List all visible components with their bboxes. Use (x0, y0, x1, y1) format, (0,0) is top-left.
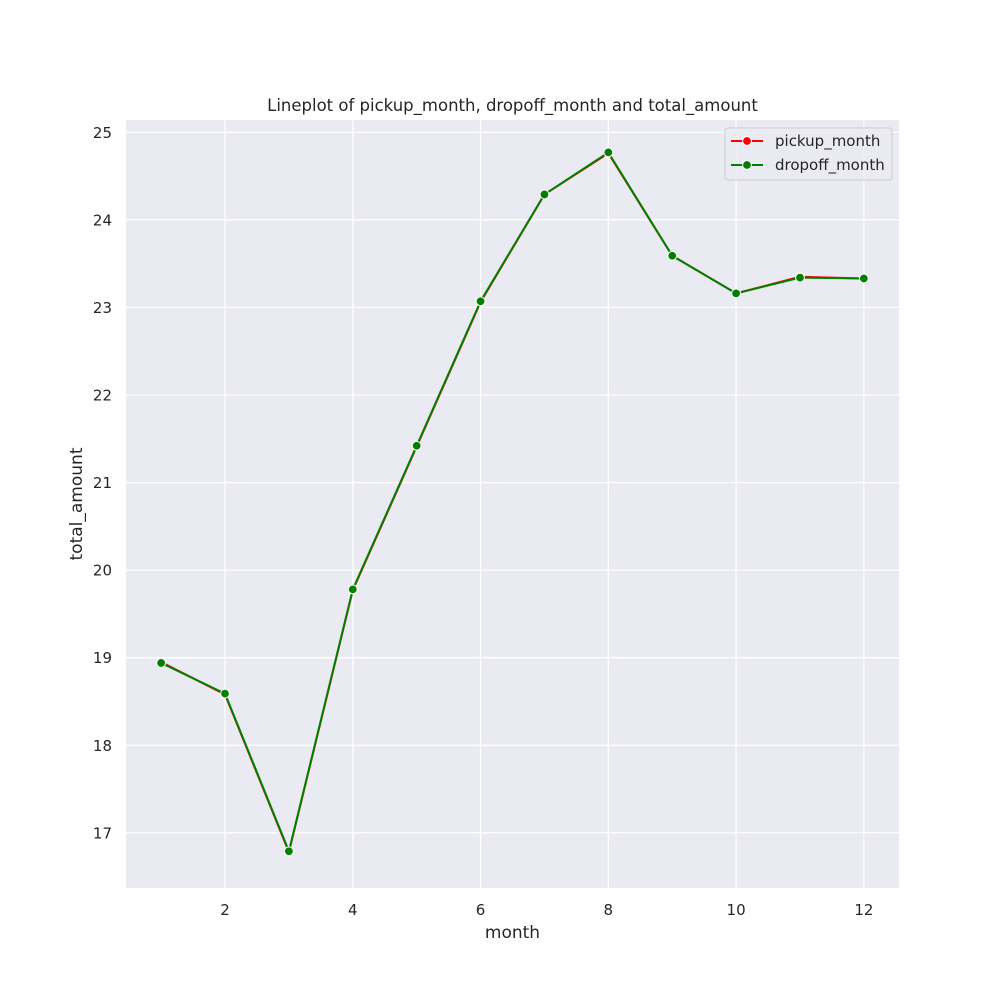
x-axis-label: month (485, 923, 540, 943)
y-tick-label: 21 (93, 474, 112, 492)
grid-lines (126, 120, 899, 888)
x-tick-labels: 2 4 6 8 10 12 (220, 901, 873, 919)
y-axis-label: total_amount (67, 447, 87, 560)
series-dropoff_month (156, 147, 869, 857)
y-tick-label: 18 (93, 737, 112, 755)
y-tick-label: 20 (93, 562, 112, 580)
data-point (284, 846, 294, 857)
y-tick-label: 19 (93, 649, 112, 667)
legend-marker (742, 136, 752, 146)
y-tick-labels: 17 18 19 20 21 22 23 24 25 (93, 124, 112, 843)
data-point (667, 250, 678, 261)
data-point (539, 189, 550, 200)
legend-entry: dropoff_month (731, 156, 885, 175)
x-tick-label: 10 (727, 901, 746, 919)
y-tick-label: 24 (93, 211, 112, 229)
legend: pickup_month dropoff_month (724, 127, 893, 181)
legend-box (724, 127, 893, 181)
x-tick-label: 2 (220, 901, 230, 919)
series-layer (156, 147, 869, 857)
data-point (795, 272, 805, 283)
data-point (603, 147, 614, 158)
legend-entry: pickup_month (731, 132, 880, 151)
data-point (347, 584, 358, 595)
data-point (731, 288, 741, 299)
legend-label: dropoff_month (775, 156, 885, 175)
data-point (220, 688, 230, 699)
data-point (411, 440, 422, 451)
x-tick-label: 4 (348, 901, 358, 919)
chart-title: Lineplot of pickup_month, dropoff_month … (267, 96, 758, 116)
x-tick-label: 6 (476, 901, 486, 919)
data-point (156, 658, 167, 668)
series-line (160, 151, 864, 853)
y-tick-label: 17 (93, 824, 112, 842)
y-tick-label: 22 (93, 386, 112, 404)
y-tick-label: 25 (93, 124, 112, 142)
data-point (475, 296, 486, 307)
legend-label: pickup_month (775, 132, 880, 151)
y-tick-label: 23 (93, 299, 112, 317)
legend-marker (742, 160, 752, 170)
x-tick-label: 8 (604, 901, 614, 919)
data-point (858, 273, 869, 284)
x-tick-label: 12 (854, 901, 873, 919)
plot-area (126, 120, 899, 888)
